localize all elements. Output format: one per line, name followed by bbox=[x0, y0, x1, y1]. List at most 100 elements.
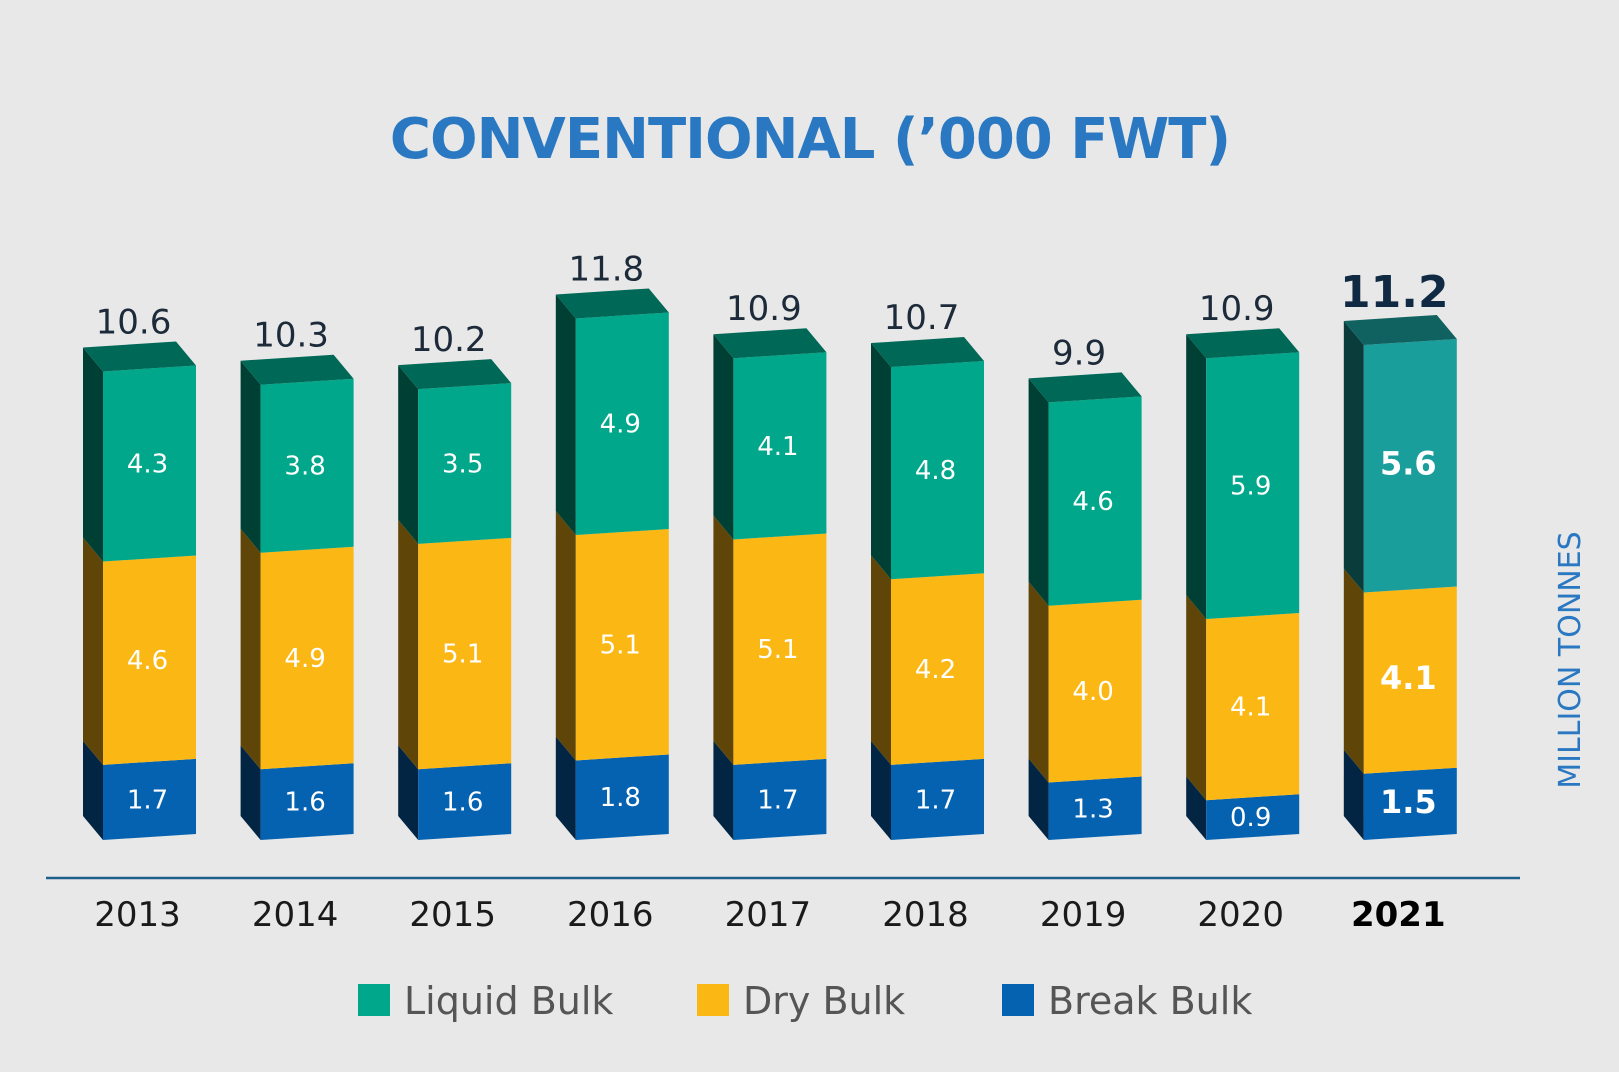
segment-label-dry-bulk-2016: 5.1 bbox=[600, 631, 641, 661]
bar-top-2016 bbox=[555, 288, 669, 319]
bar-top-2013 bbox=[83, 341, 196, 372]
bar-top-2018 bbox=[871, 337, 984, 368]
bar-side-break-bulk-2018 bbox=[871, 740, 891, 840]
bars-group: 1.74.64.310.61.64.93.810.31.65.13.510.21… bbox=[83, 249, 1457, 840]
bar-2014: 1.6 4.9 3.8 10.3 bbox=[240, 316, 354, 840]
bar-segment-dry-bulk-2016 bbox=[575, 529, 669, 761]
bar-2015: 1.6 5.1 3.5 10.2 bbox=[398, 320, 512, 840]
bar-side-break-bulk-2020 bbox=[1186, 776, 1207, 840]
bar-side-break-bulk-2014 bbox=[240, 745, 261, 840]
legend-item-liquid-bulk: Liquid Bulk bbox=[358, 979, 613, 1023]
x-tick-2015: 2015 bbox=[409, 895, 496, 935]
bar-segment-liquid-bulk-2013 bbox=[103, 365, 196, 562]
bar-2013: 1.7 4.6 4.3 10.6 bbox=[83, 302, 196, 840]
bar-side-liquid-bulk-2017 bbox=[713, 334, 734, 540]
bar-top-2015 bbox=[398, 359, 512, 390]
bar-side-break-bulk-2021 bbox=[1343, 749, 1364, 840]
total-label-2016: 11.8 bbox=[568, 249, 644, 289]
x-tick-2013: 2013 bbox=[94, 895, 181, 935]
bar-segment-break-bulk-2014 bbox=[260, 763, 354, 840]
bar-segment-dry-bulk-2020 bbox=[1206, 613, 1300, 801]
bar-2019: 1.3 4.0 4.6 9.9 bbox=[1028, 333, 1142, 840]
bar-segment-dry-bulk-2019 bbox=[1048, 599, 1142, 783]
bar-top-2017 bbox=[713, 328, 827, 359]
segment-label-liquid-bulk-2018: 4.8 bbox=[915, 456, 956, 486]
legend-item-break-bulk: Break Bulk bbox=[1002, 979, 1252, 1023]
segment-label-liquid-bulk-2013: 4.3 bbox=[127, 450, 168, 480]
bar-side-dry-bulk-2017 bbox=[713, 515, 734, 765]
legend: Liquid Bulk Dry Bulk Break Bulk bbox=[358, 979, 1252, 1023]
y-axis-label: MILLION TONNES bbox=[1553, 531, 1588, 788]
x-tick-2016: 2016 bbox=[567, 895, 654, 935]
bar-segment-liquid-bulk-2021 bbox=[1363, 338, 1457, 593]
bar-segment-break-bulk-2016 bbox=[575, 754, 669, 840]
bar-segment-dry-bulk-2015 bbox=[418, 537, 512, 770]
segment-label-dry-bulk-2015: 5.1 bbox=[442, 640, 483, 670]
segment-label-break-bulk-2017: 1.7 bbox=[757, 785, 798, 815]
bar-side-dry-bulk-2015 bbox=[398, 519, 419, 770]
bar-side-liquid-bulk-2021 bbox=[1343, 320, 1364, 593]
segment-label-break-bulk-2018: 1.7 bbox=[915, 785, 956, 815]
bar-2021: 1.5 4.1 5.6 11.2 bbox=[1340, 267, 1457, 840]
bar-side-dry-bulk-2018 bbox=[871, 555, 891, 765]
bar-side-liquid-bulk-2013 bbox=[83, 347, 103, 562]
legend-item-dry-bulk: Dry Bulk bbox=[697, 979, 905, 1023]
segment-label-dry-bulk-2013: 4.6 bbox=[127, 646, 168, 676]
total-label-2019: 9.9 bbox=[1052, 333, 1106, 373]
legend-label-dry-bulk: Dry Bulk bbox=[743, 979, 905, 1023]
bar-side-liquid-bulk-2015 bbox=[398, 365, 419, 544]
segment-label-liquid-bulk-2015: 3.5 bbox=[442, 450, 483, 480]
bar-segment-dry-bulk-2017 bbox=[733, 533, 827, 765]
total-label-2013: 10.6 bbox=[96, 302, 172, 342]
segment-label-break-bulk-2014: 1.6 bbox=[284, 788, 325, 818]
legend-swatch-dry-bulk bbox=[697, 984, 729, 1016]
bar-side-break-bulk-2013 bbox=[83, 740, 103, 840]
bar-top-2021 bbox=[1343, 314, 1457, 345]
total-label-2021: 11.2 bbox=[1340, 267, 1449, 318]
total-label-2020: 10.9 bbox=[1199, 289, 1275, 329]
bar-segment-liquid-bulk-2016 bbox=[575, 312, 669, 536]
bar-2018: 1.7 4.2 4.8 10.7 bbox=[871, 298, 984, 840]
segment-label-break-bulk-2015: 1.6 bbox=[442, 788, 483, 818]
segment-label-liquid-bulk-2020: 5.9 bbox=[1230, 472, 1271, 502]
bar-segment-break-bulk-2017 bbox=[733, 758, 827, 840]
bar-side-liquid-bulk-2020 bbox=[1186, 334, 1207, 619]
bar-segment-liquid-bulk-2019 bbox=[1048, 396, 1142, 606]
bar-segment-dry-bulk-2021 bbox=[1363, 586, 1457, 774]
legend-swatch-break-bulk bbox=[1002, 984, 1034, 1016]
bar-side-break-bulk-2015 bbox=[398, 745, 419, 840]
bar-side-liquid-bulk-2014 bbox=[240, 360, 261, 553]
total-label-2015: 10.2 bbox=[411, 320, 487, 360]
bar-side-dry-bulk-2020 bbox=[1186, 595, 1207, 801]
bar-segment-dry-bulk-2018 bbox=[891, 573, 984, 765]
bar-segment-break-bulk-2015 bbox=[418, 763, 512, 840]
bar-side-liquid-bulk-2016 bbox=[555, 294, 576, 536]
segment-label-liquid-bulk-2016: 4.9 bbox=[600, 410, 641, 440]
bar-side-break-bulk-2017 bbox=[713, 740, 734, 840]
segment-label-liquid-bulk-2019: 4.6 bbox=[1072, 487, 1113, 517]
bar-segment-liquid-bulk-2020 bbox=[1206, 352, 1300, 619]
segment-label-break-bulk-2020: 0.9 bbox=[1230, 803, 1271, 833]
total-label-2017: 10.9 bbox=[726, 289, 802, 329]
legend-label-break-bulk: Break Bulk bbox=[1048, 979, 1252, 1023]
bar-side-dry-bulk-2014 bbox=[240, 528, 261, 770]
total-label-2018: 10.7 bbox=[884, 298, 960, 338]
segment-label-dry-bulk-2021: 4.1 bbox=[1380, 659, 1437, 697]
segment-label-dry-bulk-2018: 4.2 bbox=[915, 655, 956, 685]
segment-label-break-bulk-2021: 1.5 bbox=[1380, 783, 1437, 821]
legend-swatch-liquid-bulk bbox=[358, 984, 390, 1016]
bar-segment-dry-bulk-2013 bbox=[103, 555, 196, 765]
bar-side-dry-bulk-2021 bbox=[1343, 568, 1364, 774]
bar-segment-dry-bulk-2014 bbox=[260, 546, 354, 770]
x-tick-2014: 2014 bbox=[252, 895, 339, 935]
segment-label-break-bulk-2013: 1.7 bbox=[127, 785, 168, 815]
bar-segment-break-bulk-2020 bbox=[1206, 794, 1300, 840]
bar-segment-liquid-bulk-2017 bbox=[733, 352, 827, 540]
bar-side-dry-bulk-2016 bbox=[555, 511, 576, 761]
segment-label-liquid-bulk-2017: 4.1 bbox=[757, 432, 798, 462]
x-tick-2021: 2021 bbox=[1351, 895, 1446, 935]
segment-label-liquid-bulk-2014: 3.8 bbox=[284, 452, 325, 482]
bar-2017: 1.7 5.1 4.1 10.9 bbox=[713, 289, 827, 840]
bar-side-break-bulk-2016 bbox=[555, 736, 576, 840]
